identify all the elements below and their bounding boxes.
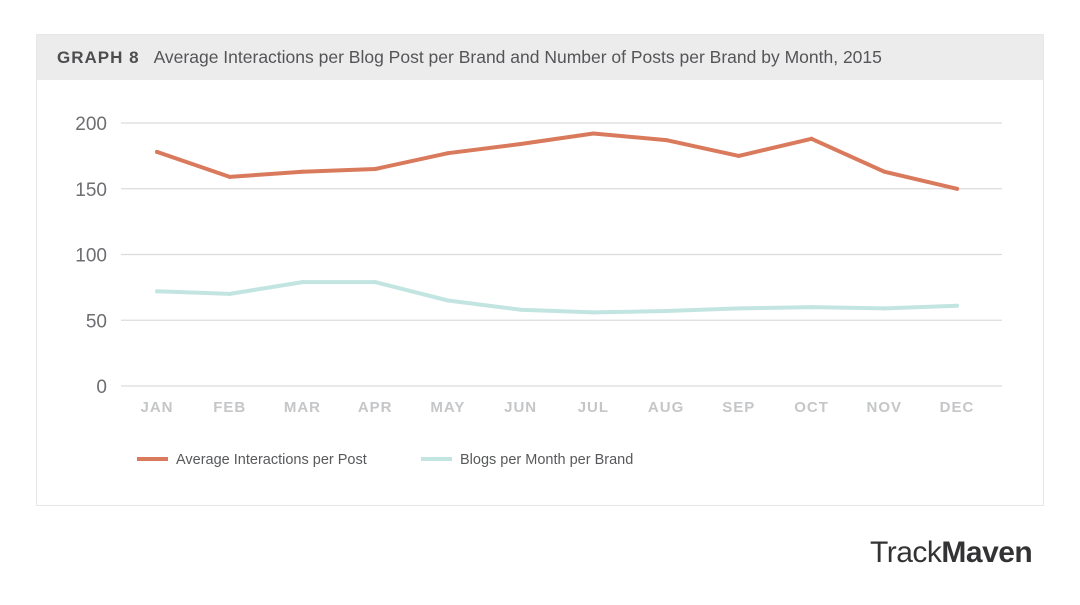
x-tick-label: NOV [867, 399, 903, 416]
data-point-series-2 [227, 291, 232, 296]
data-point-series-2 [882, 306, 887, 311]
data-point-series-2 [373, 280, 378, 285]
y-tick-label: 50 [86, 311, 107, 332]
data-point-series-1 [300, 169, 305, 174]
data-point-series-1 [445, 151, 450, 156]
data-point-series-2 [809, 305, 814, 310]
legend-label-1: Average Interactions per Post [176, 452, 367, 468]
data-point-series-1 [373, 167, 378, 172]
chart-card: GRAPH 8 Average Interactions per Blog Po… [36, 34, 1044, 506]
logo-text-light: Track [870, 536, 942, 569]
x-tick-label: MAR [284, 399, 321, 416]
graph-label: GRAPH 8 [57, 47, 140, 67]
series-line-2 [155, 280, 959, 315]
legend-label-2: Blogs per Month per Brand [460, 452, 633, 468]
x-tick-label: OCT [794, 399, 829, 416]
x-tick-label: SEP [722, 399, 755, 416]
data-point-series-2 [155, 289, 159, 294]
data-point-series-1 [736, 153, 741, 158]
x-tick-label: FEB [213, 399, 246, 416]
data-point-series-1 [882, 169, 887, 174]
data-point-series-1 [227, 174, 232, 179]
series-line-1 [155, 131, 959, 191]
chart-header: GRAPH 8 Average Interactions per Blog Po… [37, 35, 1043, 80]
data-point-series-2 [445, 298, 450, 303]
data-point-series-2 [591, 310, 596, 315]
data-point-series-1 [155, 149, 159, 154]
y-tick-label: 100 [75, 246, 107, 267]
data-point-series-1 [809, 136, 814, 141]
x-tick-label: MAY [430, 399, 465, 416]
data-point-series-1 [955, 186, 959, 191]
y-tick-label: 0 [96, 377, 107, 398]
y-tick-label: 200 [75, 114, 107, 135]
data-point-series-1 [664, 138, 669, 143]
x-tick-label: DEC [940, 399, 975, 416]
y-tick-label: 150 [75, 180, 107, 201]
data-point-series-1 [591, 131, 596, 136]
x-tick-label: JAN [140, 399, 173, 416]
logo-text-bold: Maven [941, 536, 1033, 569]
chart-title: Average Interactions per Blog Post per B… [153, 47, 882, 67]
data-point-series-2 [300, 280, 305, 285]
x-tick-label: APR [358, 399, 393, 416]
x-tick-label: JUN [504, 399, 537, 416]
x-tick-label: AUG [648, 399, 684, 416]
data-point-series-2 [955, 303, 959, 308]
data-point-series-1 [518, 142, 523, 147]
data-point-series-2 [664, 309, 669, 314]
trackmaven-logo: TrackMaven [870, 536, 1033, 570]
data-point-series-2 [736, 306, 741, 311]
data-point-series-2 [518, 307, 523, 312]
x-tick-label: JUL [578, 399, 609, 416]
